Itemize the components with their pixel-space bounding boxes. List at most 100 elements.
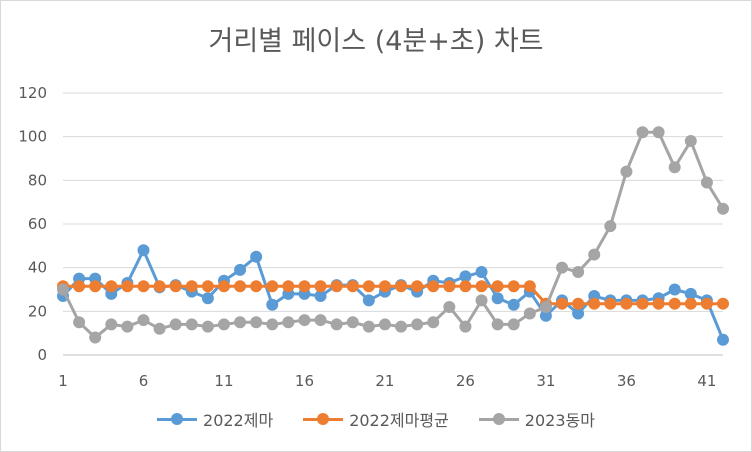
- data-point: [153, 322, 166, 335]
- data-point: [137, 314, 150, 327]
- data-point: [636, 126, 649, 139]
- data-point: [652, 126, 665, 139]
- legend-label: 2023동마: [524, 411, 595, 430]
- data-point: [330, 280, 343, 293]
- data-point: [234, 316, 247, 329]
- data-point: [668, 161, 681, 174]
- data-point: [266, 280, 279, 293]
- x-tick-label: 41: [697, 372, 716, 390]
- x-tick-label: 26: [456, 372, 475, 390]
- data-point: [121, 320, 134, 333]
- x-tick-label: 1: [58, 372, 68, 390]
- data-point: [427, 280, 440, 293]
- legend-item: 2022제마평균: [303, 407, 449, 431]
- data-point: [137, 244, 150, 257]
- x-tick-label: 16: [295, 372, 314, 390]
- data-point: [378, 280, 391, 293]
- data-point: [717, 333, 729, 346]
- data-point: [105, 280, 118, 293]
- data-point: [427, 316, 440, 329]
- data-point: [604, 220, 617, 233]
- data-point: [572, 266, 585, 279]
- data-point: [362, 320, 375, 333]
- data-point: [378, 318, 391, 331]
- data-point: [572, 297, 585, 310]
- y-tick-label: 60: [28, 215, 47, 233]
- data-point: [539, 300, 552, 313]
- data-point: [217, 280, 230, 293]
- data-point: [459, 320, 472, 333]
- data-point: [556, 261, 569, 274]
- data-point: [330, 318, 343, 331]
- data-point: [137, 280, 150, 293]
- data-point: [411, 318, 424, 331]
- data-point: [411, 280, 424, 293]
- data-point: [620, 297, 633, 310]
- data-point: [266, 298, 279, 311]
- legend-label: 2022제마평균: [349, 411, 449, 430]
- data-point: [717, 202, 729, 215]
- legend-item: 2022제마: [157, 407, 273, 431]
- legend: 2022제마 2022제마평균 2023동마: [1, 407, 751, 431]
- data-point: [475, 280, 488, 293]
- data-point: [459, 280, 472, 293]
- data-point: [169, 280, 182, 293]
- data-point: [362, 280, 375, 293]
- data-point: [362, 294, 375, 307]
- series-3: [57, 126, 729, 344]
- data-point: [298, 314, 311, 327]
- data-point: [652, 297, 665, 310]
- data-point: [700, 176, 713, 189]
- data-point: [523, 307, 536, 320]
- data-point: [443, 280, 456, 293]
- data-point: [475, 294, 488, 307]
- data-point: [89, 280, 102, 293]
- data-point: [507, 280, 520, 293]
- data-point: [314, 280, 327, 293]
- data-point: [491, 292, 504, 305]
- data-point: [491, 280, 504, 293]
- data-point: [443, 300, 456, 313]
- y-tick-label: 40: [28, 259, 47, 277]
- x-tick-label: 11: [214, 372, 233, 390]
- data-point: [475, 266, 488, 279]
- data-point: [668, 283, 681, 296]
- y-tick-label: 0: [37, 346, 47, 364]
- x-tick-label: 6: [139, 372, 149, 390]
- y-tick-label: 20: [28, 302, 47, 320]
- data-point: [588, 297, 601, 310]
- data-point: [185, 280, 198, 293]
- data-point: [234, 263, 247, 276]
- data-point: [73, 316, 86, 329]
- data-point: [250, 250, 263, 263]
- data-point: [523, 280, 536, 293]
- data-point: [121, 280, 134, 293]
- y-tick-label: 120: [18, 84, 47, 102]
- data-point: [153, 280, 166, 293]
- data-point: [684, 297, 697, 310]
- chart-title: 거리별 페이스 (4분+초) 차트: [208, 26, 544, 57]
- data-point: [57, 283, 69, 296]
- legend-label: 2022제마: [203, 411, 274, 430]
- legend-marker-icon: [303, 413, 344, 425]
- data-point: [604, 297, 617, 310]
- data-point: [234, 280, 247, 293]
- data-point: [282, 280, 295, 293]
- x-tick-label: 36: [617, 372, 636, 390]
- y-tick-label: 80: [28, 171, 47, 189]
- data-point: [507, 318, 520, 331]
- x-tick-label: 31: [536, 372, 555, 390]
- data-point: [556, 297, 569, 310]
- data-point: [346, 280, 359, 293]
- data-point: [250, 280, 263, 293]
- data-point: [668, 297, 681, 310]
- data-point: [717, 297, 729, 310]
- series-lines: [57, 126, 729, 346]
- data-point: [266, 318, 279, 331]
- data-point: [169, 318, 182, 331]
- data-point: [217, 318, 230, 331]
- data-point: [346, 316, 359, 329]
- x-tick-label: 21: [375, 372, 394, 390]
